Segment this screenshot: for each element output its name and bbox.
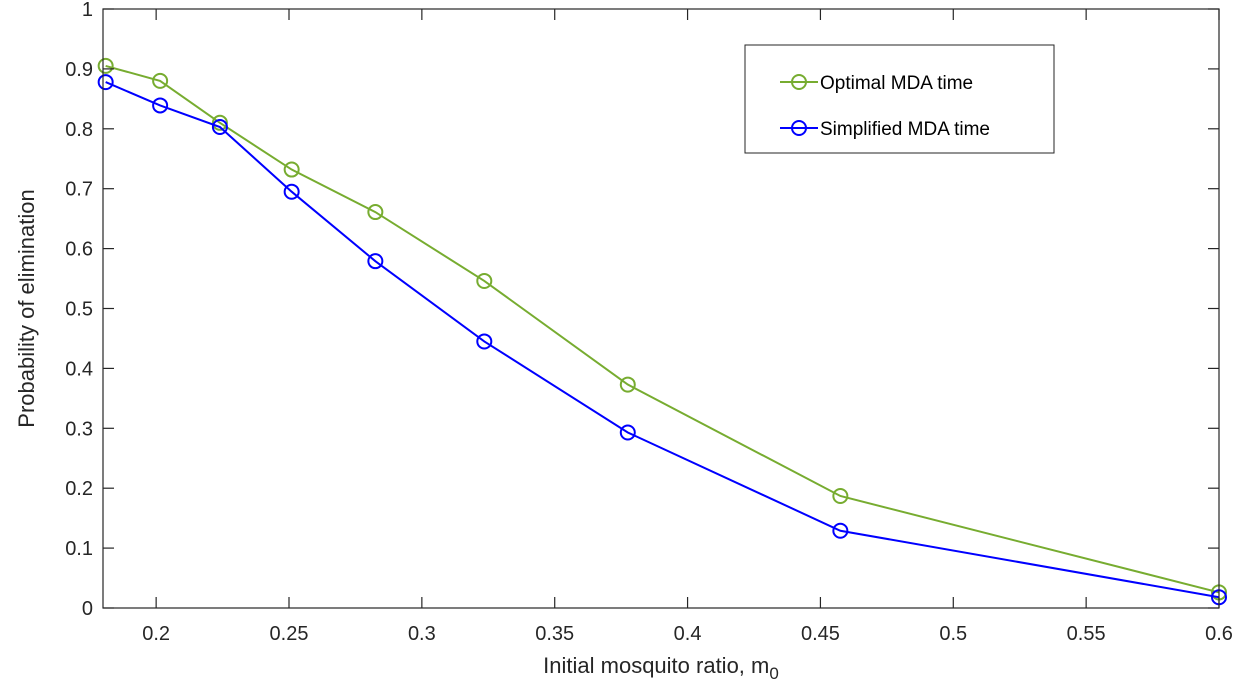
y-tick-label: 0.2 — [65, 478, 93, 500]
y-tick-label: 0.9 — [65, 59, 93, 81]
legend-entry: Optimal MDA time — [780, 73, 973, 94]
data-point — [476, 272, 493, 289]
y-tick-label: 0.7 — [65, 179, 93, 201]
y-tick-label: 0 — [82, 598, 93, 620]
series-line — [105, 81, 1220, 599]
y-tick-label: 0.4 — [65, 358, 93, 380]
data-point — [283, 183, 300, 200]
y-axis-label: Probability of elimination — [14, 189, 39, 427]
x-axis: 0.2 0.25 0.3 0.35 0.4 0.45 0.5 0.55 0.6 — [142, 9, 1233, 645]
x-tick-label: 0.35 — [535, 623, 574, 645]
x-axis-label-main: Initial mosquito ratio, m — [543, 653, 769, 678]
y-tick-label: 1 — [82, 0, 93, 21]
x-tick-label: 0.25 — [270, 623, 309, 645]
y-tick-label: 0.5 — [65, 299, 93, 321]
data-point — [97, 74, 114, 91]
series-optimal-mda-time — [97, 57, 1227, 601]
y-tick-label: 0.1 — [65, 538, 93, 560]
data-point — [152, 97, 169, 114]
data-point — [367, 204, 384, 221]
y-tick-label: 0.8 — [65, 119, 93, 141]
x-tick-label: 0.3 — [408, 623, 436, 645]
legend-label: Optimal MDA time — [820, 73, 973, 94]
series-layer — [97, 57, 1227, 606]
data-point — [211, 114, 228, 131]
y-tick-label: 0.6 — [65, 239, 93, 261]
x-tick-label: 0.6 — [1205, 623, 1233, 645]
legend-entry: Simplified MDA time — [780, 119, 990, 140]
legend: Optimal MDA time Simplified MDA time — [744, 44, 1055, 154]
data-point — [832, 522, 849, 539]
x-tick-label: 0.4 — [674, 623, 702, 645]
data-point — [832, 487, 849, 504]
data-point — [619, 376, 636, 393]
legend-marker — [791, 120, 807, 136]
data-point — [152, 72, 169, 89]
y-tick-label: 0.3 — [65, 418, 93, 440]
legend-marker — [791, 74, 807, 90]
data-point — [283, 161, 300, 178]
x-tick-label: 0.5 — [939, 623, 967, 645]
data-point — [367, 253, 384, 270]
data-point — [211, 119, 228, 136]
x-tick-label: 0.45 — [801, 623, 840, 645]
data-point — [619, 424, 636, 441]
x-tick-label: 0.55 — [1067, 623, 1106, 645]
legend-label: Simplified MDA time — [820, 119, 990, 140]
data-point — [97, 57, 114, 74]
data-point — [476, 333, 493, 350]
x-tick-label: 0.2 — [142, 623, 170, 645]
x-axis-label-subscript: 0 — [769, 664, 778, 683]
x-axis-label: Initial mosquito ratio, m0 — [543, 653, 779, 683]
y-axis: 0 0.1 0.2 0.3 0.4 0.5 0.6 0.7 0.8 0.9 1 — [65, 0, 1219, 620]
series-line — [105, 64, 1220, 594]
